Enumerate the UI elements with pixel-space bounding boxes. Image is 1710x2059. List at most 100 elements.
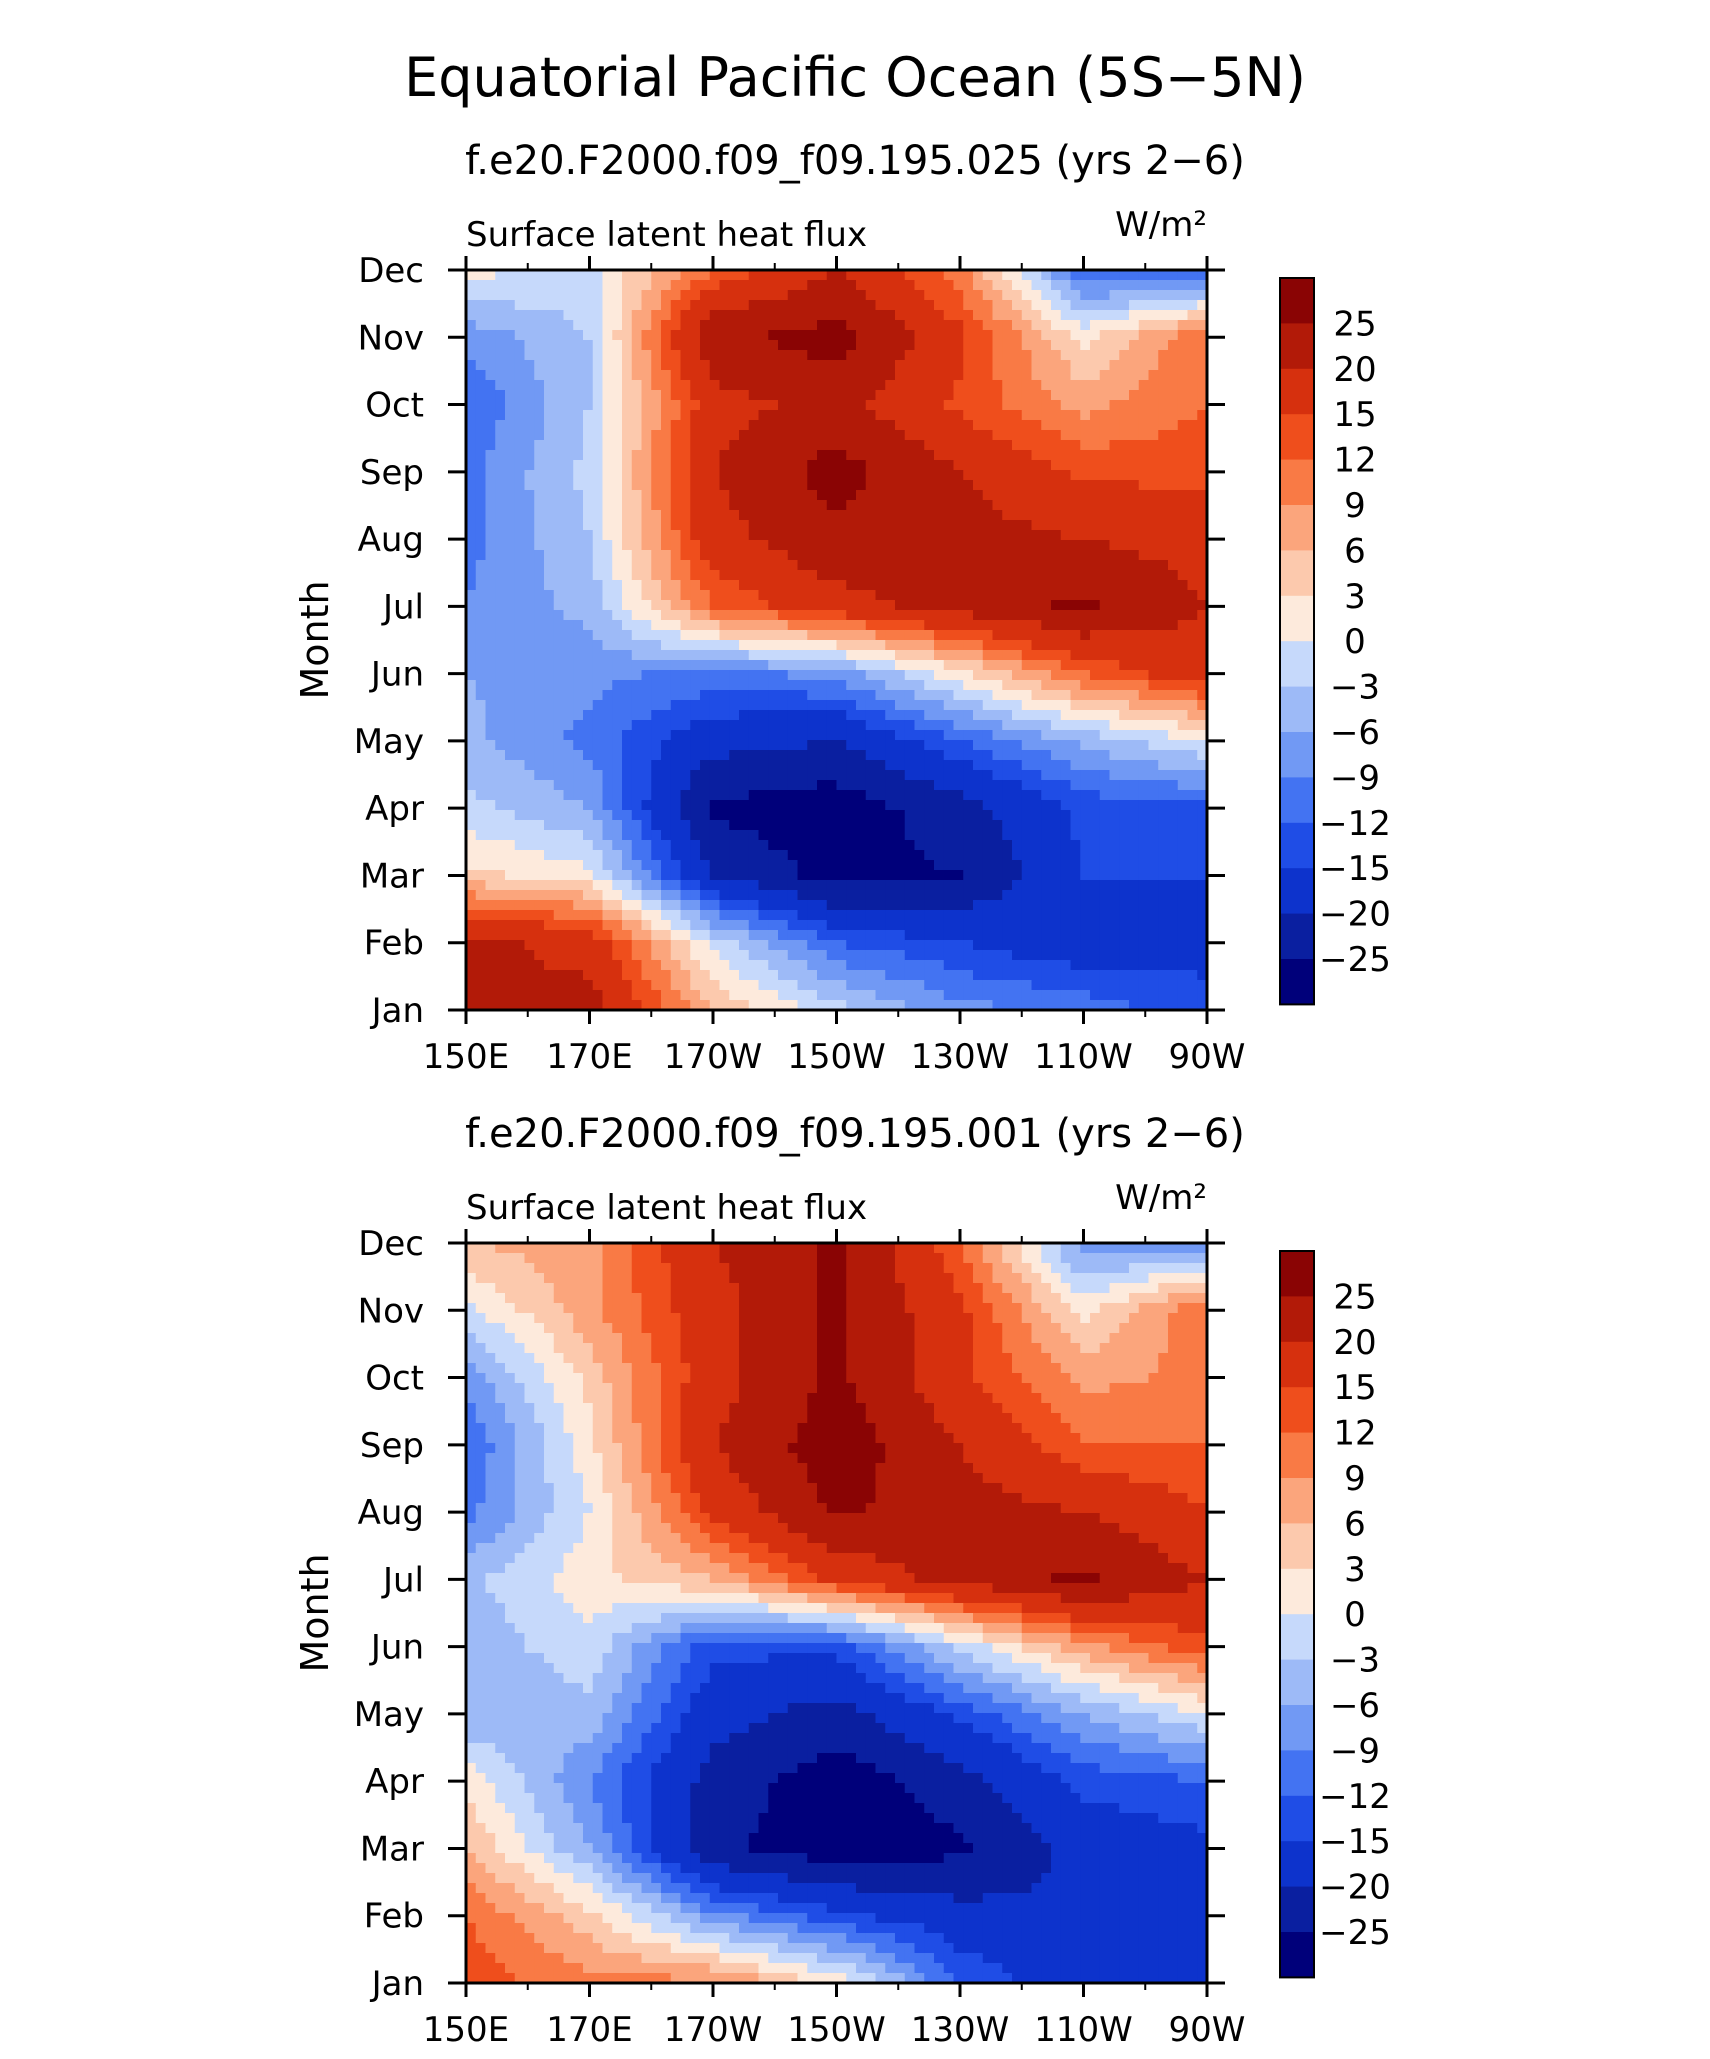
heatmap-cell — [1119, 740, 1130, 751]
heatmap-cell — [1168, 760, 1179, 771]
heatmap-cell — [534, 840, 545, 851]
heatmap-cell — [1060, 600, 1072, 611]
heatmap-cell — [709, 590, 721, 601]
heatmap-cell — [817, 330, 828, 341]
heatmap-cell — [943, 590, 955, 601]
heatmap-cell — [583, 330, 594, 341]
heatmap-cell — [661, 910, 672, 921]
heatmap-cell — [1041, 280, 1052, 291]
heatmap-cell — [1012, 430, 1023, 441]
heatmap-cell — [758, 800, 769, 811]
heatmap-cell — [885, 590, 896, 601]
heatmap-cell — [846, 600, 857, 611]
heatmap-cell — [846, 320, 857, 331]
heatmap-cell — [836, 380, 847, 391]
heatmap-cell — [1119, 290, 1130, 301]
heatmap-cell — [739, 780, 750, 791]
heatmap-cell — [778, 840, 789, 851]
heatmap-cell — [729, 890, 740, 901]
heatmap-cell — [1012, 320, 1023, 331]
heatmap-cell — [505, 870, 516, 881]
heatmap-cell — [534, 800, 545, 811]
heatmap-cell — [797, 270, 808, 281]
heatmap-cell — [670, 380, 682, 391]
heatmap-cell — [1080, 690, 1091, 701]
heatmap-cell — [963, 920, 974, 931]
heatmap-cell — [904, 520, 916, 531]
heatmap-cell — [622, 460, 633, 471]
heatmap-cell — [1197, 290, 1208, 301]
heatmap-cell — [475, 560, 487, 571]
heatmap-cell — [1099, 880, 1111, 891]
heatmap-cell — [1129, 520, 1140, 531]
heatmap-cell — [553, 650, 565, 661]
heatmap-cell — [466, 360, 477, 371]
heatmap-cell — [1080, 400, 1091, 411]
heatmap-cell — [583, 890, 594, 901]
heatmap-cell — [661, 550, 672, 561]
heatmap-cell — [583, 830, 594, 841]
heatmap-cell — [865, 470, 877, 481]
heatmap-cell — [1051, 900, 1062, 911]
heatmap-cell — [953, 900, 964, 911]
heatmap-cell — [1099, 270, 1111, 281]
heatmap-cell — [1168, 840, 1179, 851]
heatmap-cell — [680, 490, 691, 501]
heatmap-cell — [1158, 770, 1169, 781]
heatmap-cell — [505, 900, 516, 911]
heatmap-cell — [1012, 530, 1023, 541]
heatmap-cell — [1177, 450, 1189, 461]
heatmap-cell — [1099, 430, 1111, 441]
heatmap-cell — [885, 740, 896, 751]
heatmap-cell — [1148, 310, 1159, 321]
heatmap-cell — [943, 910, 955, 921]
heatmap-cell — [973, 650, 984, 661]
heatmap-cell — [973, 430, 984, 441]
heatmap-cell — [934, 810, 945, 821]
heatmap-cell — [875, 400, 886, 411]
heatmap-cell — [836, 450, 847, 461]
heatmap-cell — [748, 680, 760, 691]
heatmap-cell — [1197, 370, 1208, 381]
heatmap-cell — [1148, 550, 1159, 561]
heatmap-cell — [1148, 870, 1159, 881]
heatmap-cell — [592, 630, 604, 641]
heatmap-cell — [680, 430, 691, 441]
heatmap-cell — [1070, 470, 1081, 481]
heatmap-cell — [953, 680, 964, 691]
heatmap-cell — [1158, 840, 1169, 851]
heatmap-cell — [895, 620, 906, 631]
heatmap-cell — [592, 680, 604, 691]
heatmap-cell — [856, 690, 867, 701]
heatmap-cell — [797, 670, 808, 681]
heatmap-cell — [924, 570, 935, 581]
heatmap-cell — [709, 700, 721, 711]
heatmap-cell — [1012, 770, 1023, 781]
heatmap-cell — [1099, 840, 1111, 851]
heatmap-cell — [505, 770, 516, 781]
heatmap-cell — [856, 630, 867, 641]
heatmap-cell — [1197, 580, 1208, 591]
heatmap-cell — [836, 760, 847, 771]
heatmap-cell — [1148, 840, 1159, 851]
heatmap-cell — [1060, 590, 1072, 601]
heatmap-cell — [514, 340, 526, 351]
heatmap-cell — [690, 450, 701, 461]
heatmap-cell — [505, 390, 516, 401]
heatmap-cell — [1177, 840, 1189, 851]
heatmap-cell — [885, 560, 896, 571]
heatmap-cell — [1031, 580, 1042, 591]
heatmap-cell — [797, 320, 808, 331]
heatmap-cell — [1012, 290, 1023, 301]
heatmap-cell — [475, 710, 487, 721]
heatmap-cell — [612, 530, 623, 541]
heatmap-cell — [904, 290, 916, 301]
heatmap-cell — [953, 440, 964, 451]
heatmap-cell — [563, 450, 574, 461]
heatmap-cell — [797, 360, 808, 371]
heatmap-cell — [904, 490, 916, 501]
heatmap-cell — [758, 860, 769, 871]
heatmap-cell — [797, 740, 808, 751]
heatmap-cell — [1109, 390, 1120, 401]
heatmap-cell — [592, 370, 604, 381]
